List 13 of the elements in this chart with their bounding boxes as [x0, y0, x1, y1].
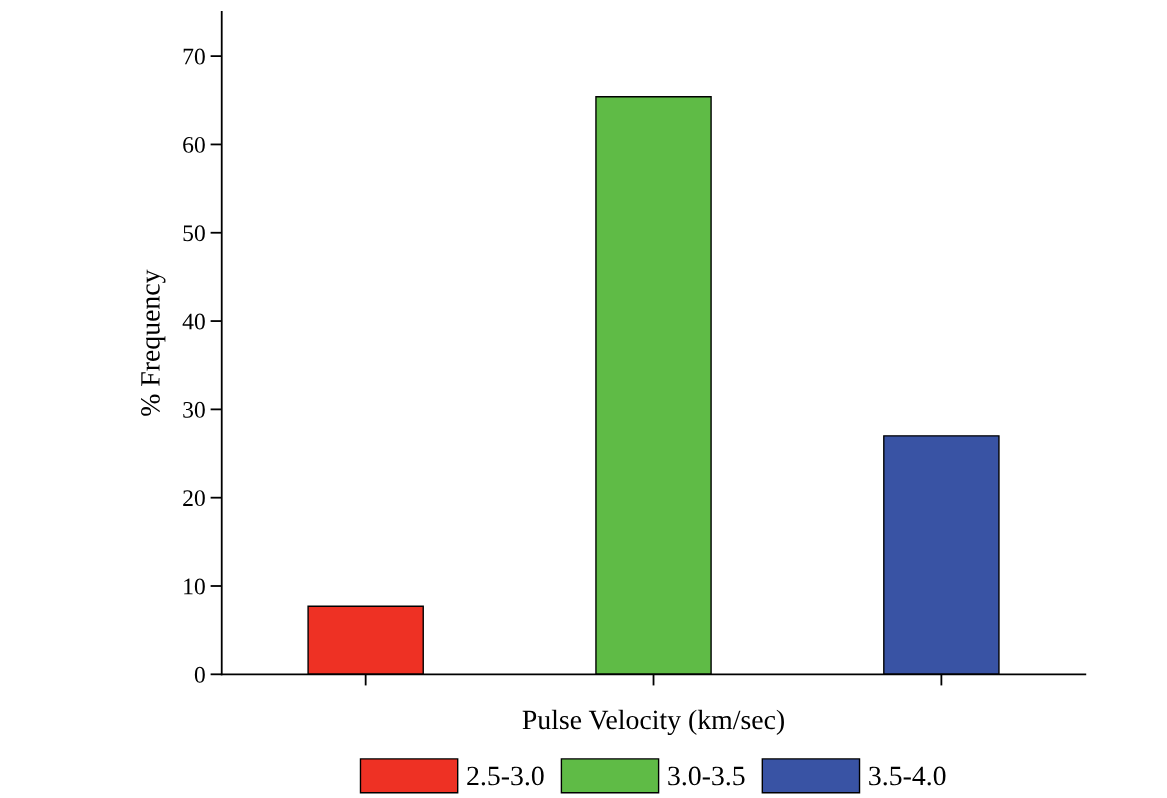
y-tick-label: 30 — [183, 401, 205, 418]
y-tick-label: 60 — [183, 136, 205, 153]
legend-label: 3.5-4.0 — [869, 766, 946, 786]
y-tick-label: 50 — [183, 225, 205, 242]
x-axis-title: Pulse Velocity (km/sec) — [522, 709, 784, 735]
y-axis-title: % Frequency — [141, 269, 166, 416]
y-tick-label: 20 — [183, 490, 205, 507]
y-tick-label: 70 — [183, 48, 205, 65]
legend-label: 3.0-3.5 — [668, 766, 745, 786]
y-tick-label: 10 — [184, 578, 205, 595]
y-tick-label: 40 — [182, 313, 205, 330]
legend-label: 2.5-3.0 — [467, 766, 544, 786]
y-tick-label: 0 — [194, 666, 205, 683]
